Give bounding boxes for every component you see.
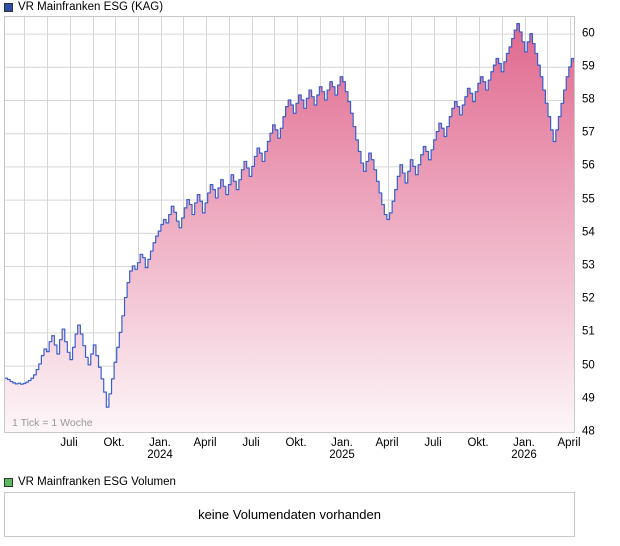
volume-legend-label: VR Mainfranken ESG Volumen [18,475,176,488]
y-axis-tick: 52 [582,292,595,305]
volume-empty-message: keine Volumendaten vorhanden [198,507,381,522]
x-axis-tick: April [193,437,217,449]
price-chart-svg [5,17,574,432]
price-legend-swatch-icon [4,3,13,12]
price-legend-label: VR Mainfranken ESG (KAG) [18,0,164,13]
y-axis-tick: 55 [582,192,595,205]
x-axis-tick: Jan. 2026 [511,437,537,461]
price-chart-block: 1 Tick = 1 Woche 48 49 50 51 52 53 54 55 56 57 58 5… [4,16,616,471]
x-axis-tick: Okt. [285,437,307,449]
x-axis-tick: Okt. [467,437,489,449]
y-axis-tick: 59 [582,60,595,73]
x-axis-tick-year: 2024 [147,449,173,461]
x-axis-tick: Jan. 2024 [147,437,173,461]
x-axis-tick: Okt. [103,437,125,449]
x-axis-tick: Juli [242,437,260,449]
y-axis-tick: 53 [582,259,595,272]
y-axis-tick: 57 [582,126,595,139]
x-axis-tick: April [557,437,581,449]
y-axis-tick: 56 [582,159,595,172]
y-axis-tick: 54 [582,226,595,239]
tick-interval-note: 1 Tick = 1 Woche [12,417,93,429]
x-axis-tick: April [375,437,399,449]
price-series-legend: VR Mainfranken ESG (KAG) [0,0,620,15]
y-axis-tick: 50 [582,358,595,371]
y-axis-tick: 48 [582,425,595,438]
x-axis-labels: Juli Okt. Jan. 2024 April Juli Okt. Jan. 2025 Apr… [4,435,580,469]
y-axis-tick: 49 [582,392,595,405]
x-axis-tick: Jan. 2025 [329,437,355,461]
volume-panel: keine Volumendaten vorhanden [4,492,575,537]
x-axis-tick: Juli [424,437,442,449]
y-axis-tick: 60 [582,26,595,39]
x-axis-tick-year: 2025 [329,449,355,461]
price-line [5,23,574,408]
price-area-fill [5,23,574,432]
y-axis-tick: 58 [582,93,595,106]
x-axis-tick-year: 2026 [511,449,537,461]
y-axis-tick: 51 [582,325,595,338]
volume-series-legend: VR Mainfranken ESG Volumen [0,475,620,490]
x-axis-tick: Juli [60,437,78,449]
price-plot-area[interactable]: 1 Tick = 1 Woche [4,16,575,433]
volume-legend-swatch-icon [4,478,13,487]
y-axis-labels: 48 49 50 51 52 53 54 55 56 57 58 59 60 [582,16,616,436]
